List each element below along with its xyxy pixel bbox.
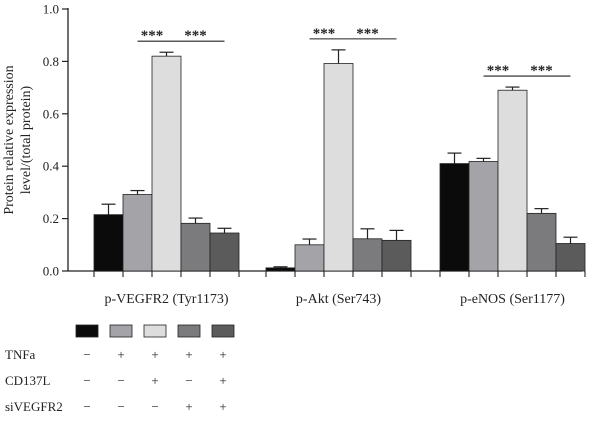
bar	[439, 163, 470, 272]
y-axis-label: Protein relative expression level/(total …	[2, 65, 34, 214]
y-tick-label: 0.6	[43, 106, 60, 121]
bar	[122, 194, 153, 272]
condition-sign: +	[151, 373, 158, 388]
bar	[265, 267, 296, 272]
bar	[352, 238, 383, 272]
bar	[180, 222, 211, 272]
y-tick-label: 0.0	[43, 264, 59, 279]
bar	[209, 232, 240, 272]
significance-label: ***	[530, 63, 553, 79]
bar	[497, 89, 528, 272]
condition-sign: −	[117, 399, 124, 414]
condition-sign: −	[117, 373, 124, 388]
y-tick-label: 0.2	[43, 211, 59, 226]
condition-sign: +	[219, 399, 226, 414]
significance-label: ***	[313, 26, 336, 42]
bar	[294, 244, 325, 272]
condition-sign: +	[185, 399, 192, 414]
condition-row-label: TNFa	[5, 347, 36, 362]
x-category-labels: p-VEGFR2 (Tyr1173) p-Akt (Ser743) p-eNOS (…	[93, 271, 586, 307]
legend-swatch	[177, 324, 201, 338]
bar	[468, 161, 499, 272]
condition-sign: +	[185, 347, 192, 362]
bars	[93, 55, 586, 272]
legend-swatch	[211, 324, 235, 338]
condition-sign: −	[185, 373, 192, 388]
condition-sign: +	[151, 347, 158, 362]
bar	[151, 55, 182, 272]
y-ticks: 0.0 0.2 0.4 0.6 0.8 1.0	[43, 2, 68, 279]
condition-sign: +	[219, 373, 226, 388]
significance-label: ***	[184, 28, 207, 44]
y-axis-title-line: level/(total protein)	[19, 85, 34, 194]
condition-sign: −	[83, 373, 90, 388]
y-axis-title: Protein relative expression level/(total …	[2, 65, 34, 214]
bar	[93, 214, 124, 272]
bar	[323, 63, 354, 272]
significance-label: ***	[141, 28, 164, 44]
significance-label: ***	[487, 63, 510, 79]
condition-sign: −	[83, 347, 90, 362]
significance-brackets: *** *** *** *** *** ***	[137, 26, 571, 79]
y-tick-label: 1.0	[43, 2, 59, 17]
legend-swatch	[143, 324, 167, 338]
condition-sign: −	[83, 399, 90, 414]
y-axis-title-line: Protein relative expression	[2, 65, 17, 214]
error-bars	[101, 49, 578, 268]
x-category-label: p-eNOS (Ser1177)	[460, 292, 565, 307]
bar	[381, 239, 412, 272]
y-tick-label: 0.8	[43, 54, 59, 69]
significance-label: ***	[356, 26, 379, 42]
condition-row-label: siVEGFR2	[5, 399, 63, 414]
condition-legend: TNFa − + + + + CD137L − − + − + siVEGFR2 − − − + +	[5, 324, 235, 414]
condition-sign: +	[219, 347, 226, 362]
x-category-label: p-VEGFR2 (Tyr1173)	[104, 292, 228, 307]
condition-row-label: CD137L	[5, 373, 51, 388]
x-category-label: p-Akt (Ser743)	[296, 292, 381, 307]
condition-sign: −	[151, 399, 158, 414]
y-tick-label: 0.4	[43, 159, 60, 174]
legend-swatch	[75, 324, 99, 338]
legend-swatch	[109, 324, 133, 338]
bar	[526, 212, 557, 272]
condition-sign: +	[117, 347, 124, 362]
bar	[555, 243, 586, 272]
